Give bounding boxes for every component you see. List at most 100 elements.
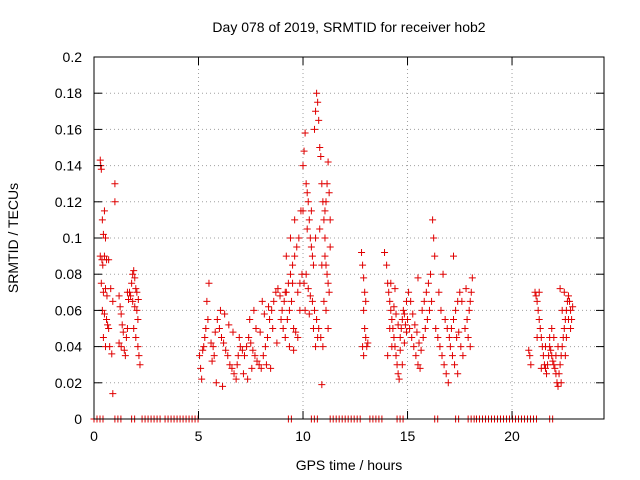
data-point — [105, 325, 113, 332]
data-point — [282, 252, 290, 260]
data-point — [414, 274, 422, 282]
data-point — [294, 288, 302, 296]
data-point — [222, 346, 230, 354]
data-point — [312, 107, 320, 115]
data-point — [407, 297, 415, 305]
data-point — [247, 339, 255, 347]
data-point — [537, 364, 545, 372]
data-point — [300, 147, 308, 155]
data-point — [321, 252, 329, 260]
data-point — [549, 357, 557, 365]
data-point — [437, 306, 445, 314]
data-point — [363, 343, 371, 351]
data-point — [567, 325, 575, 332]
data-point — [430, 234, 438, 242]
data-point — [462, 285, 470, 293]
data-point — [550, 361, 558, 369]
data-point — [230, 370, 238, 378]
data-point — [226, 361, 234, 369]
data-point — [322, 261, 330, 269]
data-point — [221, 310, 229, 318]
data-point — [256, 328, 264, 336]
data-point — [421, 325, 429, 332]
data-point — [388, 343, 396, 351]
data-point — [392, 352, 400, 360]
data-point — [286, 270, 294, 278]
data-point — [269, 325, 277, 332]
data-point — [109, 297, 117, 305]
data-point — [414, 361, 422, 369]
data-point — [315, 116, 323, 124]
y-tick-label: 0.14 — [55, 158, 82, 174]
data-point — [527, 361, 535, 369]
data-point — [466, 343, 474, 351]
y-tick-label: 0.1 — [63, 230, 83, 246]
data-point — [299, 162, 307, 170]
data-point — [394, 321, 402, 329]
data-point — [429, 216, 437, 224]
data-point — [313, 315, 321, 323]
data-point — [532, 292, 540, 300]
data-point — [277, 315, 285, 323]
data-point — [314, 98, 322, 106]
data-point — [259, 352, 267, 360]
data-point — [558, 306, 566, 314]
data-point — [123, 288, 131, 296]
data-point — [458, 297, 466, 305]
data-point — [251, 352, 259, 360]
data-point — [361, 288, 369, 296]
data-point — [381, 248, 389, 256]
data-point — [307, 243, 315, 251]
data-point — [390, 334, 398, 342]
data-point — [276, 292, 284, 300]
axis-ticks — [93, 56, 604, 420]
data-point — [202, 325, 210, 332]
data-point — [249, 346, 257, 354]
data-point — [105, 256, 113, 264]
data-point — [453, 334, 461, 342]
data-point — [101, 234, 109, 242]
data-point — [359, 261, 367, 269]
data-point — [224, 352, 232, 360]
data-point — [295, 234, 303, 242]
data-point — [448, 352, 456, 360]
data-point — [556, 285, 564, 293]
data-point — [233, 361, 241, 369]
data-point — [325, 288, 333, 296]
data-point — [209, 343, 217, 351]
data-point — [560, 325, 568, 332]
data-point — [394, 370, 402, 378]
data-point — [326, 243, 334, 251]
data-point — [404, 315, 412, 323]
data-point — [463, 315, 471, 323]
data-point — [248, 364, 256, 372]
data-point — [309, 261, 317, 269]
data-point — [98, 216, 106, 224]
x-tick-label: 20 — [504, 428, 520, 444]
data-point — [322, 306, 330, 314]
data-point — [273, 339, 281, 347]
data-point — [439, 270, 447, 278]
x-axis-title: GPS time / hours — [296, 457, 403, 473]
data-point — [307, 207, 315, 215]
data-point — [435, 288, 443, 296]
data-point — [440, 361, 448, 369]
data-point — [567, 306, 575, 314]
data-point — [272, 288, 280, 296]
data-point — [401, 321, 409, 329]
data-point — [431, 252, 439, 260]
data-point — [418, 306, 426, 314]
gridlines — [94, 57, 604, 419]
data-point — [220, 339, 228, 347]
data-point — [455, 328, 463, 336]
data-point — [197, 364, 205, 372]
data-point — [395, 375, 403, 383]
data-point — [425, 306, 433, 314]
data-point — [100, 310, 108, 318]
data-point — [128, 279, 136, 287]
data-point — [547, 346, 555, 354]
data-point — [238, 346, 246, 354]
data-point — [234, 352, 242, 360]
data-point — [302, 180, 310, 188]
data-point — [243, 343, 251, 351]
